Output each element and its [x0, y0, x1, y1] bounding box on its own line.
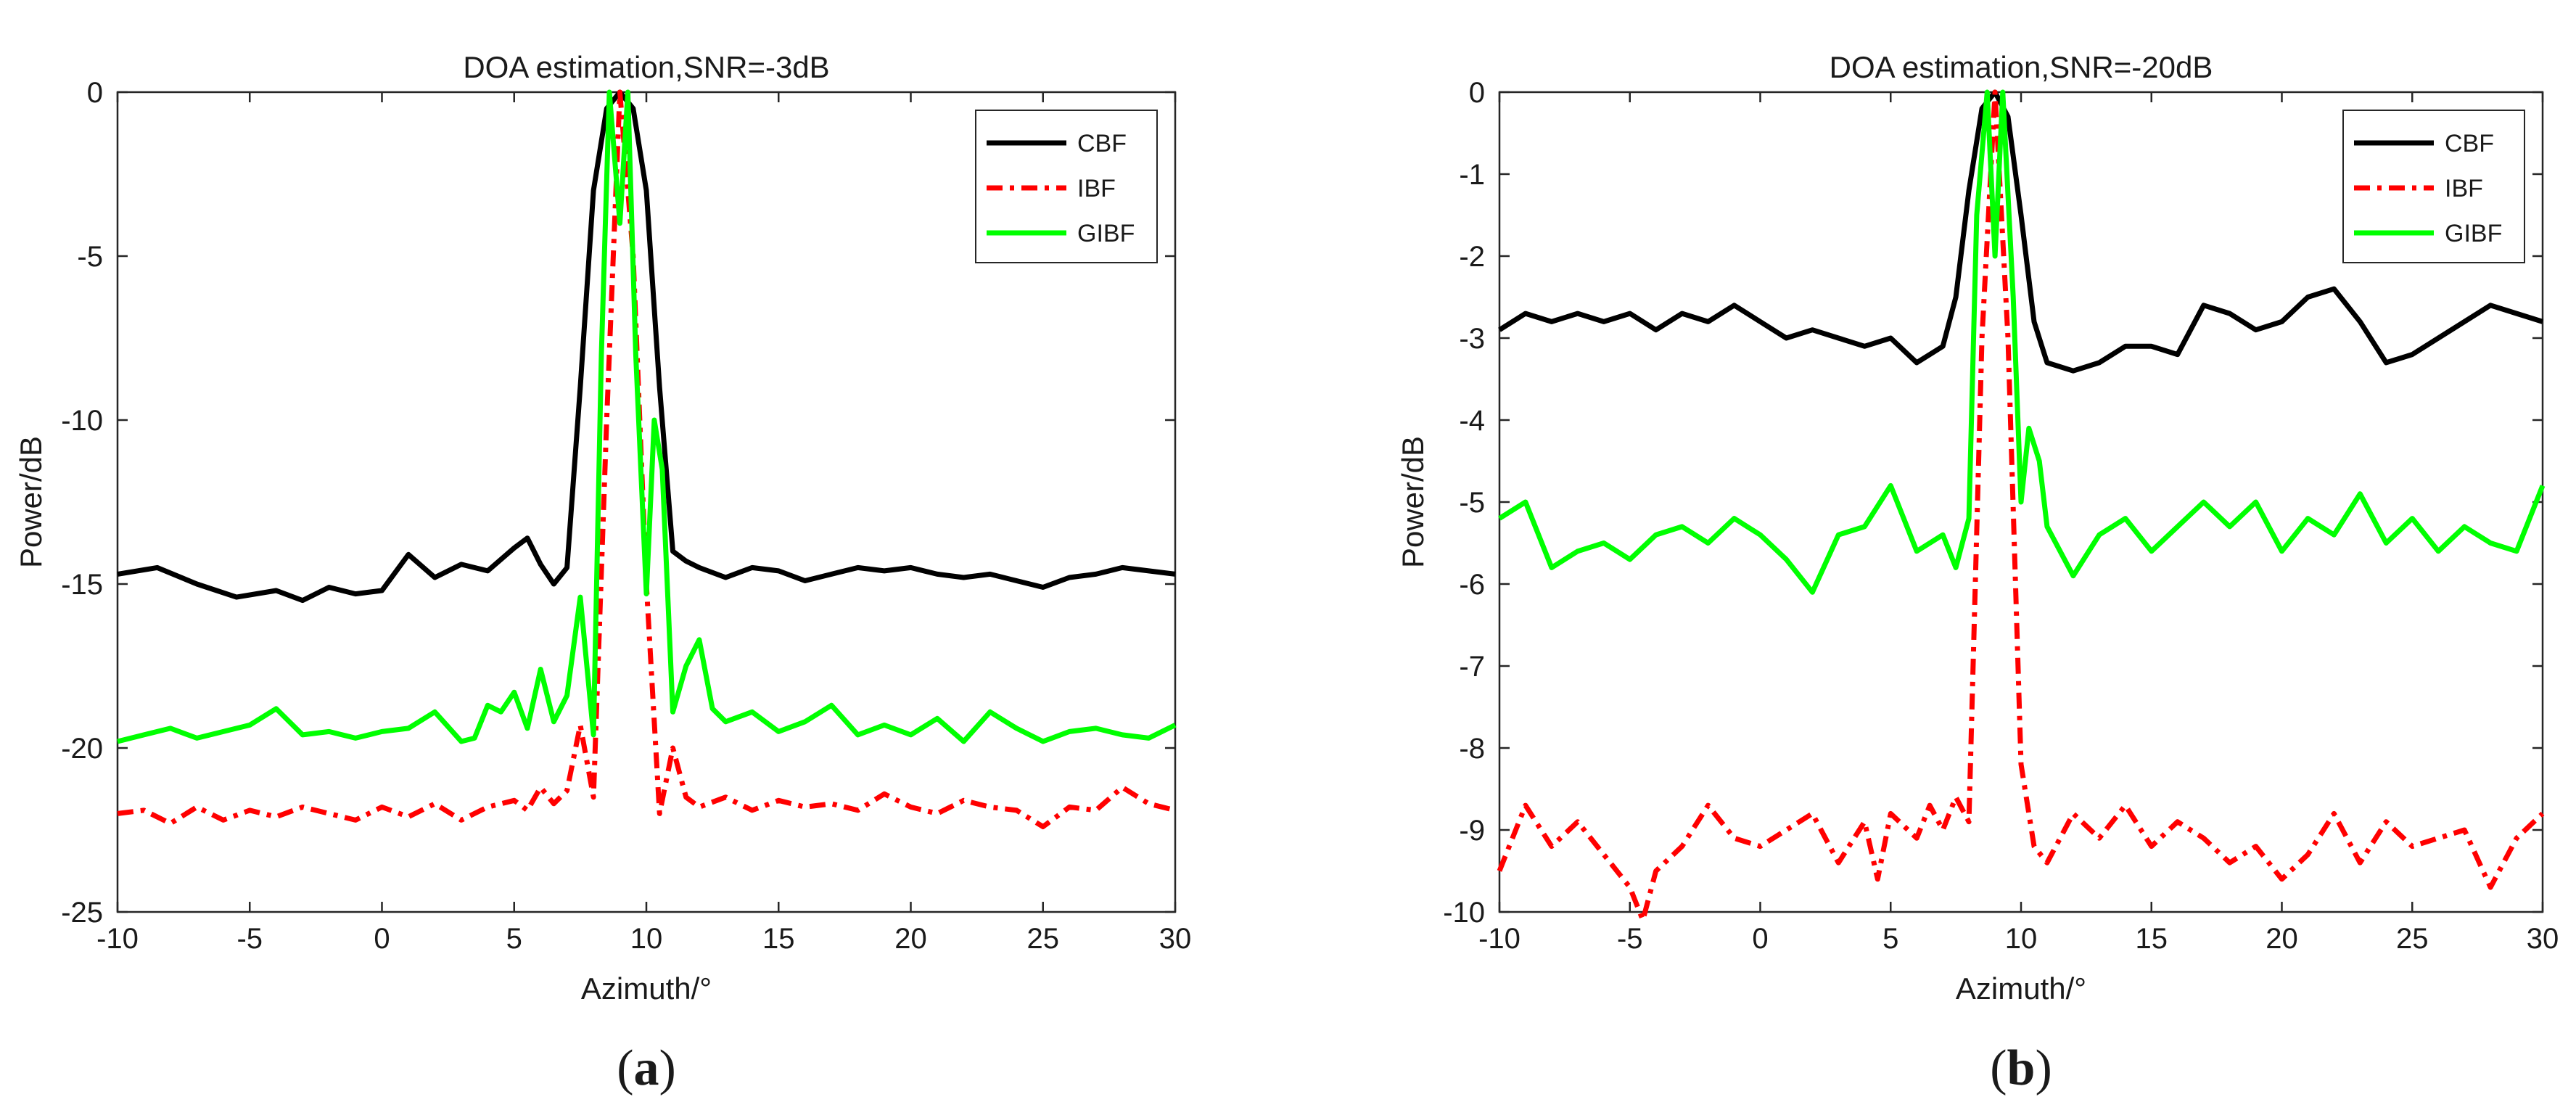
- panel-label: (a): [617, 1040, 676, 1096]
- y-tick-label: -6: [1459, 569, 1485, 601]
- x-tick-label: -10: [96, 923, 139, 955]
- legend-label-ibf: IBF: [2445, 175, 2483, 202]
- legend: CBF IBF GIBF: [2342, 110, 2525, 263]
- x-tick-label: -5: [236, 923, 263, 955]
- y-tick-label: -15: [61, 569, 103, 601]
- x-tick-label: 15: [2136, 923, 2168, 955]
- y-tick-label: -25: [61, 897, 103, 929]
- x-tick-label: 20: [894, 923, 927, 955]
- x-tick-label: 0: [374, 923, 390, 955]
- y-tick-label: -10: [1443, 897, 1485, 929]
- y-tick-label: -7: [1459, 651, 1485, 683]
- x-tick-label: 5: [506, 923, 522, 955]
- x-axis-label: Azimuth/°: [581, 971, 712, 1006]
- panel-label: (b): [1990, 1040, 2052, 1096]
- legend-label-cbf: CBF: [2445, 130, 2494, 157]
- y-tick-label: -8: [1459, 733, 1485, 765]
- x-tick-label: 10: [630, 923, 663, 955]
- y-tick-label: -10: [61, 405, 103, 437]
- y-axis-label: Power/dB: [14, 436, 48, 568]
- x-tick-label: 30: [1159, 923, 1192, 955]
- x-tick-label: 5: [1882, 923, 1898, 955]
- legend-label-gibf: GIBF: [1077, 220, 1135, 247]
- legend-label-cbf: CBF: [1077, 130, 1127, 157]
- x-tick-label: 15: [762, 923, 795, 955]
- chart-panel-b: -10 -5 0 5 10 15 20 25 30 0 -1 -2 -3 -4 -5 -6 -7 -8 -9 -10 D…: [1396, 50, 2559, 1096]
- y-tick-label: -5: [1459, 487, 1485, 519]
- y-tick-label: -5: [77, 241, 103, 273]
- y-tick-label: 0: [87, 77, 103, 109]
- y-axis-label: Power/dB: [1396, 436, 1430, 568]
- legend-label-ibf: IBF: [1077, 175, 1116, 202]
- x-tick-label: -5: [1617, 923, 1643, 955]
- legend-label-gibf: GIBF: [2445, 220, 2502, 247]
- x-tick-label: -10: [1478, 923, 1521, 955]
- y-tick-label: -4: [1459, 405, 1485, 437]
- y-tick-label: 0: [1469, 77, 1485, 109]
- x-tick-label: 30: [2527, 923, 2559, 955]
- x-tick-label: 10: [2005, 923, 2038, 955]
- y-tick-label: -20: [61, 733, 103, 765]
- y-tick-label: -3: [1459, 323, 1485, 355]
- legend: CBF IBF GIBF: [975, 110, 1158, 263]
- series-line-gibf: [1498, 89, 2546, 595]
- series-line-ibf: [117, 89, 1176, 829]
- chart-title: DOA estimation,SNR=-20dB: [1830, 50, 2213, 84]
- series-line-ibf: [1497, 89, 2545, 923]
- x-tick-label: 25: [1027, 923, 1060, 955]
- x-tick-label: 20: [2266, 923, 2298, 955]
- y-tick-label: -2: [1459, 241, 1485, 273]
- x-tick-label: 0: [1752, 923, 1768, 955]
- series-line-gibf: [117, 89, 1177, 744]
- series-line-cbf: [1498, 89, 2544, 374]
- chart-panel-a: -10 -5 0 5 10 15 20 25 30 0 -5 -10 -15 -20 -25 DOA esti…: [14, 50, 1191, 1096]
- y-tick-label: -9: [1459, 815, 1485, 847]
- x-axis-label: Azimuth/°: [1956, 971, 2086, 1006]
- series-line-cbf: [117, 89, 1176, 604]
- y-tick-label: -1: [1459, 159, 1485, 191]
- chart-title: DOA estimation,SNR=-3dB: [463, 50, 829, 84]
- x-tick-label: 25: [2396, 923, 2429, 955]
